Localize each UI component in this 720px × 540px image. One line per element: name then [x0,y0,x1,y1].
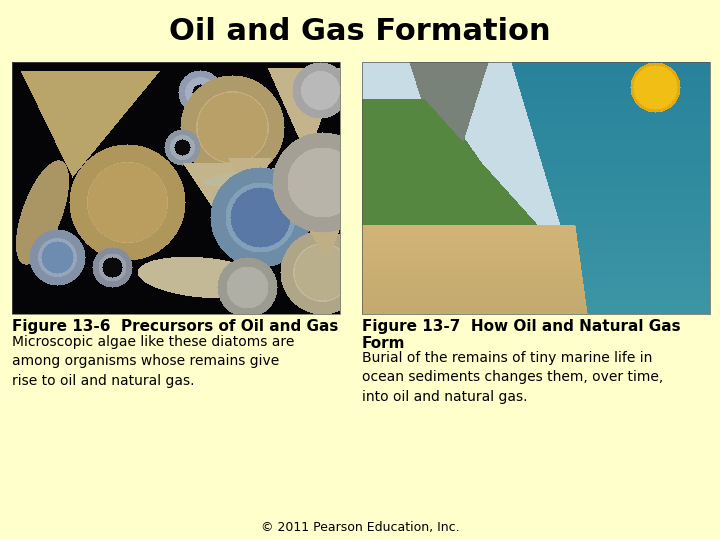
Text: Microscopic algae like these diatoms are
among organisms whose remains give
rise: Microscopic algae like these diatoms are… [12,335,294,388]
Bar [12,62,340,314]
Text: Burial of the remains of tiny marine life in
ocean sediments changes them, over : Burial of the remains of tiny marine lif… [362,351,663,404]
Text: Figure 13-7  How Oil and Natural Gas
Form: Figure 13-7 How Oil and Natural Gas Form [362,319,680,352]
Text: © 2011 Pearson Education, Inc.: © 2011 Pearson Education, Inc. [261,522,459,535]
Text: Figure 13-6  Precursors of Oil and Gas: Figure 13-6 Precursors of Oil and Gas [12,319,338,334]
Text: Oil and Gas Formation: Oil and Gas Formation [169,17,551,46]
Bar [362,62,710,314]
